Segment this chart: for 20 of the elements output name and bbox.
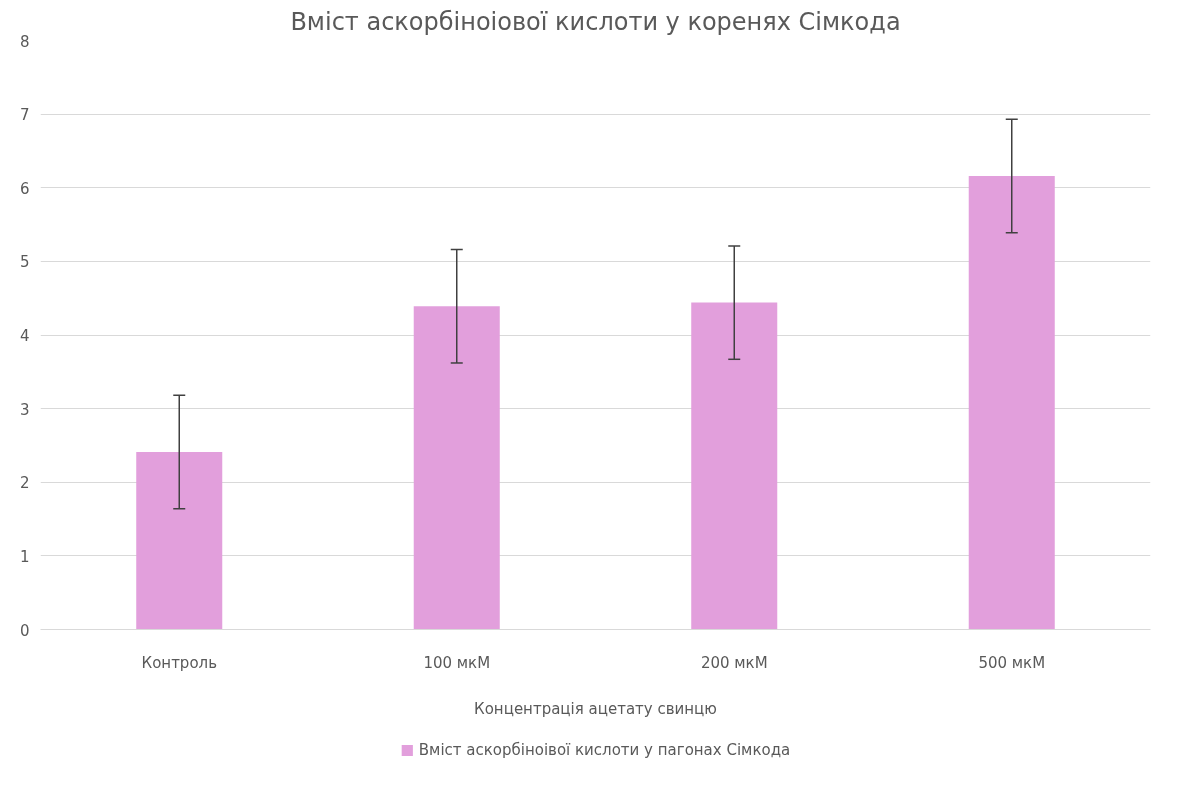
x-tick-label: 100 мкМ xyxy=(423,653,491,672)
y-tick-label: 0 xyxy=(19,621,30,640)
y-tick-label: 7 xyxy=(19,106,30,125)
y-tick-label: 8 xyxy=(19,32,30,51)
y-tick-label: 1 xyxy=(19,547,30,566)
bar xyxy=(136,452,223,630)
y-tick-label: 5 xyxy=(19,253,30,272)
bar xyxy=(413,306,500,630)
x-tick-label: Контроль xyxy=(141,653,217,672)
legend-label: Вміст аскорбіноівої кислоти у пагонах Сімкода xyxy=(418,741,791,759)
y-tick-label: 6 xyxy=(19,179,30,198)
x-tick-label: 200 мкМ xyxy=(700,653,768,672)
y-tick-label: 2 xyxy=(19,474,30,493)
y-tick-label: 3 xyxy=(19,400,30,419)
bar xyxy=(968,175,1055,630)
x-tick-label: 500 мкМ xyxy=(978,653,1046,672)
y-tick-label: 4 xyxy=(19,327,30,345)
chart-title: Вміст аскорбіноіової кислоти у коренях Сімкода xyxy=(290,7,901,36)
bar xyxy=(691,302,778,630)
x-axis-title: Концентрація ацетату свинцю xyxy=(474,699,717,718)
